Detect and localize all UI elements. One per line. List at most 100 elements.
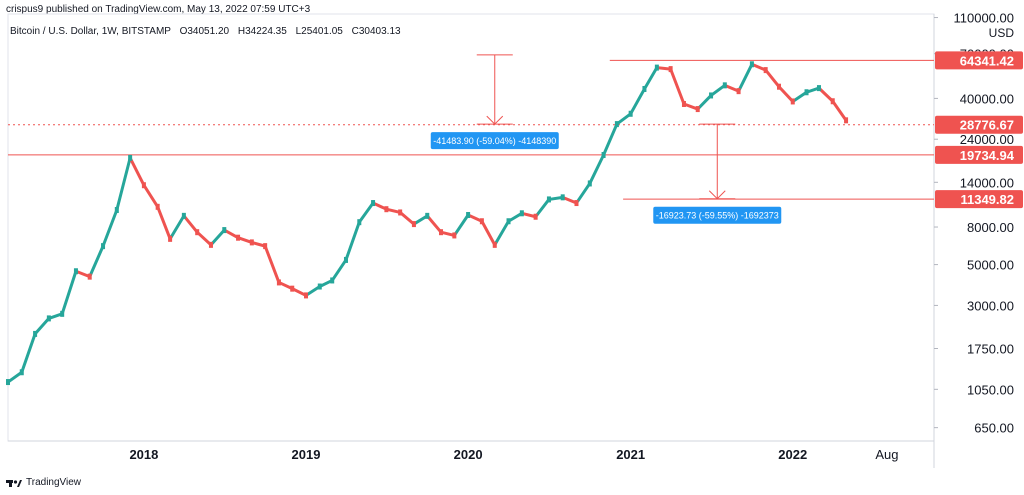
price-segment [425, 214, 443, 234]
y-tick-label: 40000.00 [960, 91, 1014, 106]
price-candle [222, 227, 227, 234]
tradingview-logo-icon [6, 479, 22, 487]
x-tick-label: 2020 [454, 447, 483, 462]
price-candle [452, 232, 457, 239]
price-candle [19, 369, 24, 376]
price-candle [168, 235, 173, 242]
x-tick-label: 2019 [292, 447, 321, 462]
price-level-label: 64341.42 [960, 53, 1014, 68]
price-candle [439, 229, 444, 236]
price-candle [317, 283, 322, 290]
price-candle [560, 194, 565, 201]
tradingview-footer[interactable]: TradingView [6, 477, 81, 488]
price-segment [817, 86, 835, 103]
price-candle [371, 200, 376, 207]
price-candle [519, 210, 524, 217]
publisher-line: crispus9 published on TradingView.com, M… [6, 4, 311, 15]
symbol-legend: Bitcoin / U.S. Dollar, 1W, BITSTAMP O340… [10, 26, 401, 37]
ohlc-high: H34224.35 [237, 26, 287, 37]
y-tick-label: 650.00 [974, 421, 1014, 436]
price-segment [384, 207, 402, 214]
price-segment [655, 66, 673, 71]
price-candle [466, 211, 471, 218]
x-tick-label: 2021 [616, 447, 645, 462]
price-segment [101, 208, 119, 248]
price-candle [73, 268, 78, 275]
price-candle [411, 221, 416, 228]
price-candle [6, 379, 10, 386]
price-candle [681, 100, 686, 107]
price-candle [574, 200, 579, 207]
price-segment [750, 62, 768, 72]
price-candle [546, 196, 551, 203]
price-candle [330, 277, 335, 284]
x-tick-label: 2022 [778, 447, 807, 462]
price-candle [195, 229, 200, 236]
price-segment [156, 205, 172, 241]
price-candle [628, 110, 633, 117]
price-segment [723, 83, 741, 93]
price-candle [236, 234, 241, 241]
price-candle [642, 85, 647, 92]
price-candle [87, 273, 92, 280]
price-segment [6, 370, 24, 384]
price-segment [709, 83, 727, 97]
price-candle [46, 315, 51, 322]
price-candle [249, 239, 254, 246]
price-segment [642, 66, 659, 91]
price-candle [695, 106, 700, 113]
price-segment [318, 278, 334, 289]
price-segment [534, 197, 551, 219]
price-level-tag [935, 145, 1023, 164]
price-candle [479, 218, 484, 225]
price-segment [222, 228, 240, 240]
price-candle [425, 212, 430, 219]
price-candle [830, 98, 835, 105]
price-level-tag [935, 51, 1023, 70]
price-candle [343, 256, 348, 263]
price-segment [128, 156, 146, 187]
price-segment [520, 211, 538, 219]
price-segment [142, 183, 160, 209]
price-segment [290, 287, 308, 297]
price-candle [208, 241, 213, 248]
price-level-label: 19734.94 [960, 148, 1015, 163]
price-segment [330, 258, 348, 282]
price-segment [452, 213, 470, 237]
price-segment [561, 195, 578, 205]
price-candle [506, 218, 511, 225]
price-segment [277, 280, 294, 291]
price-candle [101, 243, 106, 250]
price-candle [614, 121, 619, 128]
price-candle [763, 67, 768, 74]
tradingview-brand: TradingView [26, 477, 82, 488]
price-level-label: 28776.67 [960, 118, 1014, 133]
price-candle [290, 285, 295, 292]
price-candle [155, 203, 160, 210]
price-segment [20, 332, 37, 374]
price-candle [587, 180, 592, 187]
price-candle [844, 117, 849, 124]
price-candle [276, 279, 281, 286]
price-segment [263, 244, 281, 284]
price-segment [507, 211, 524, 223]
price-candle [722, 82, 727, 89]
price-candle [804, 89, 809, 96]
price-candle [654, 64, 659, 71]
price-segment [304, 285, 322, 297]
y-tick-label: 110000.00 [954, 11, 1015, 26]
price-segment [466, 213, 484, 223]
price-segment [764, 68, 781, 89]
price-segment [412, 214, 429, 226]
price-segment [588, 153, 606, 185]
price-candle [601, 152, 606, 159]
ohlc-low: L25401.05 [295, 26, 343, 37]
price-candle [709, 92, 714, 99]
price-segment [209, 228, 226, 247]
x-tick-label: Aug [875, 447, 898, 462]
price-segment [33, 316, 51, 336]
price-candle [492, 241, 497, 248]
price-segment [182, 214, 199, 234]
measure-label: -41483.90 (-59.04%) -4148390 [433, 136, 556, 146]
